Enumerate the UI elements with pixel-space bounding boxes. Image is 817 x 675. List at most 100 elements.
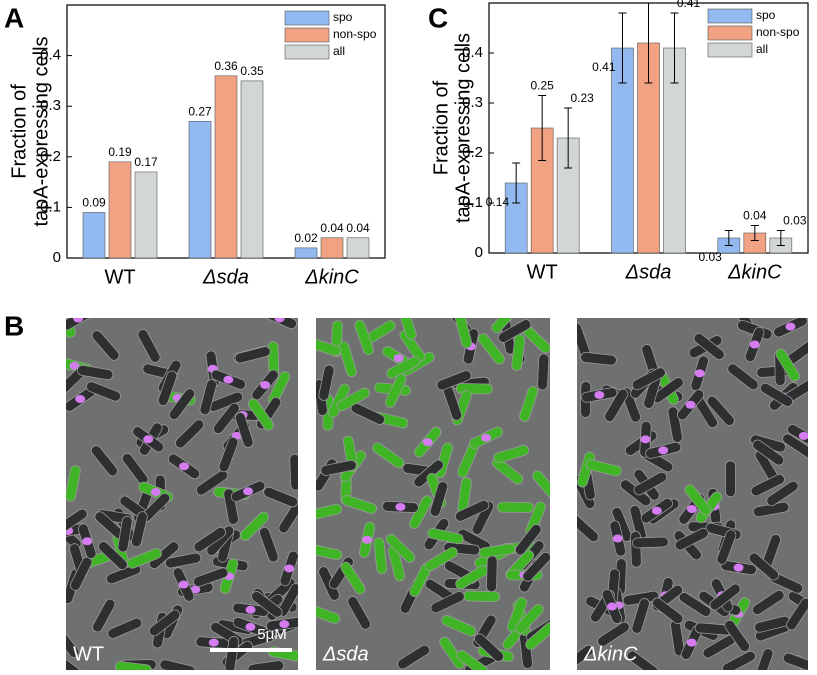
- spore: [750, 340, 760, 348]
- legend-swatch: [708, 9, 752, 23]
- spore: [73, 315, 83, 323]
- spore: [652, 507, 662, 515]
- value-label: 0.19: [108, 145, 132, 159]
- spore: [658, 446, 668, 454]
- value-label: 0.09: [82, 196, 106, 210]
- spore: [799, 432, 809, 440]
- value-label: 0.25: [530, 79, 554, 93]
- spore: [284, 564, 294, 572]
- spore: [179, 581, 189, 589]
- x-tick-label: ΔkinC: [304, 266, 359, 288]
- spore: [607, 603, 617, 611]
- spore: [423, 438, 433, 446]
- value-label: 0.04: [320, 221, 344, 235]
- image-label: Δsda: [322, 643, 369, 665]
- value-label: 0.03: [698, 250, 722, 264]
- bar: [321, 238, 343, 258]
- cell: [537, 354, 549, 390]
- cell: [463, 591, 499, 602]
- legend-label: spo: [756, 8, 776, 22]
- value-label: 0.23: [570, 91, 594, 105]
- value-label: 0.14: [486, 195, 510, 209]
- spore: [246, 606, 256, 614]
- bar: [347, 238, 369, 258]
- spore: [395, 503, 405, 511]
- legend-swatch: [285, 45, 329, 59]
- spore: [151, 488, 161, 496]
- spore: [687, 505, 697, 513]
- value-label: 0.41: [592, 60, 616, 74]
- bar: [241, 81, 263, 258]
- value-label: 0.02: [294, 231, 318, 245]
- value-label: 0.35: [240, 64, 264, 78]
- image-label: ΔkinC: [583, 643, 638, 665]
- legend-label: non-spo: [333, 27, 377, 41]
- spore: [245, 623, 255, 631]
- cell: [630, 531, 641, 567]
- spore: [143, 435, 153, 443]
- spore: [209, 639, 219, 647]
- cell: [290, 454, 301, 490]
- y-axis-label: tapA-expressing cells: [30, 36, 52, 226]
- panel-letter: C: [428, 2, 448, 33]
- bar: [83, 212, 105, 258]
- legend-swatch: [285, 11, 329, 25]
- spore: [481, 434, 491, 442]
- spore: [82, 537, 92, 545]
- legend-label: non-spo: [756, 25, 800, 39]
- panel-letter: B: [4, 310, 24, 341]
- spore: [613, 535, 623, 543]
- image-label: WT: [73, 643, 104, 665]
- spore: [75, 395, 85, 403]
- bar: [189, 121, 211, 258]
- cell: [486, 556, 497, 592]
- spore: [734, 564, 744, 572]
- cell: [456, 383, 492, 394]
- value-label: 0.41: [677, 0, 701, 10]
- value-label: 0.17: [134, 155, 158, 169]
- spore: [243, 487, 253, 495]
- spore: [687, 639, 697, 647]
- legend-swatch: [285, 28, 329, 42]
- bar: [295, 248, 317, 258]
- y-tick-label: 0: [475, 244, 483, 261]
- x-tick-label: ΔkinC: [727, 261, 782, 283]
- spore: [275, 314, 285, 322]
- x-tick-label: WT: [527, 261, 558, 283]
- spore: [640, 435, 650, 443]
- cell: [632, 537, 668, 548]
- value-label: 0.03: [783, 214, 807, 228]
- legend-label: all: [333, 44, 345, 58]
- value-label: 0.04: [743, 209, 767, 223]
- x-tick-label: Δsda: [202, 266, 249, 288]
- cell: [725, 461, 735, 497]
- legend-swatch: [708, 26, 752, 40]
- spore: [260, 381, 270, 389]
- bar: [215, 76, 237, 258]
- spore: [594, 391, 604, 399]
- y-axis-label: Fraction of: [430, 80, 452, 175]
- spore: [695, 369, 705, 377]
- bar: [135, 172, 157, 258]
- scale-bar-label: 5μM: [257, 626, 286, 643]
- spore: [179, 462, 189, 470]
- x-tick-label: Δsda: [625, 261, 672, 283]
- panel-letter: A: [4, 2, 24, 33]
- spore: [223, 376, 233, 384]
- value-label: 0.27: [188, 105, 212, 119]
- legend-label: all: [756, 42, 768, 56]
- legend-swatch: [708, 43, 752, 57]
- cell: [497, 502, 533, 512]
- bar: [109, 162, 131, 258]
- spore: [785, 323, 795, 331]
- y-tick-label: 0: [53, 249, 61, 266]
- spore: [394, 354, 404, 362]
- spore: [686, 401, 696, 409]
- x-tick-label: WT: [104, 266, 135, 288]
- value-label: 0.04: [346, 221, 370, 235]
- spore: [362, 536, 372, 544]
- value-label: 0.36: [214, 59, 238, 73]
- y-axis-label: Fraction of: [8, 84, 30, 179]
- y-axis-label: tapA-expressing cells: [452, 33, 474, 223]
